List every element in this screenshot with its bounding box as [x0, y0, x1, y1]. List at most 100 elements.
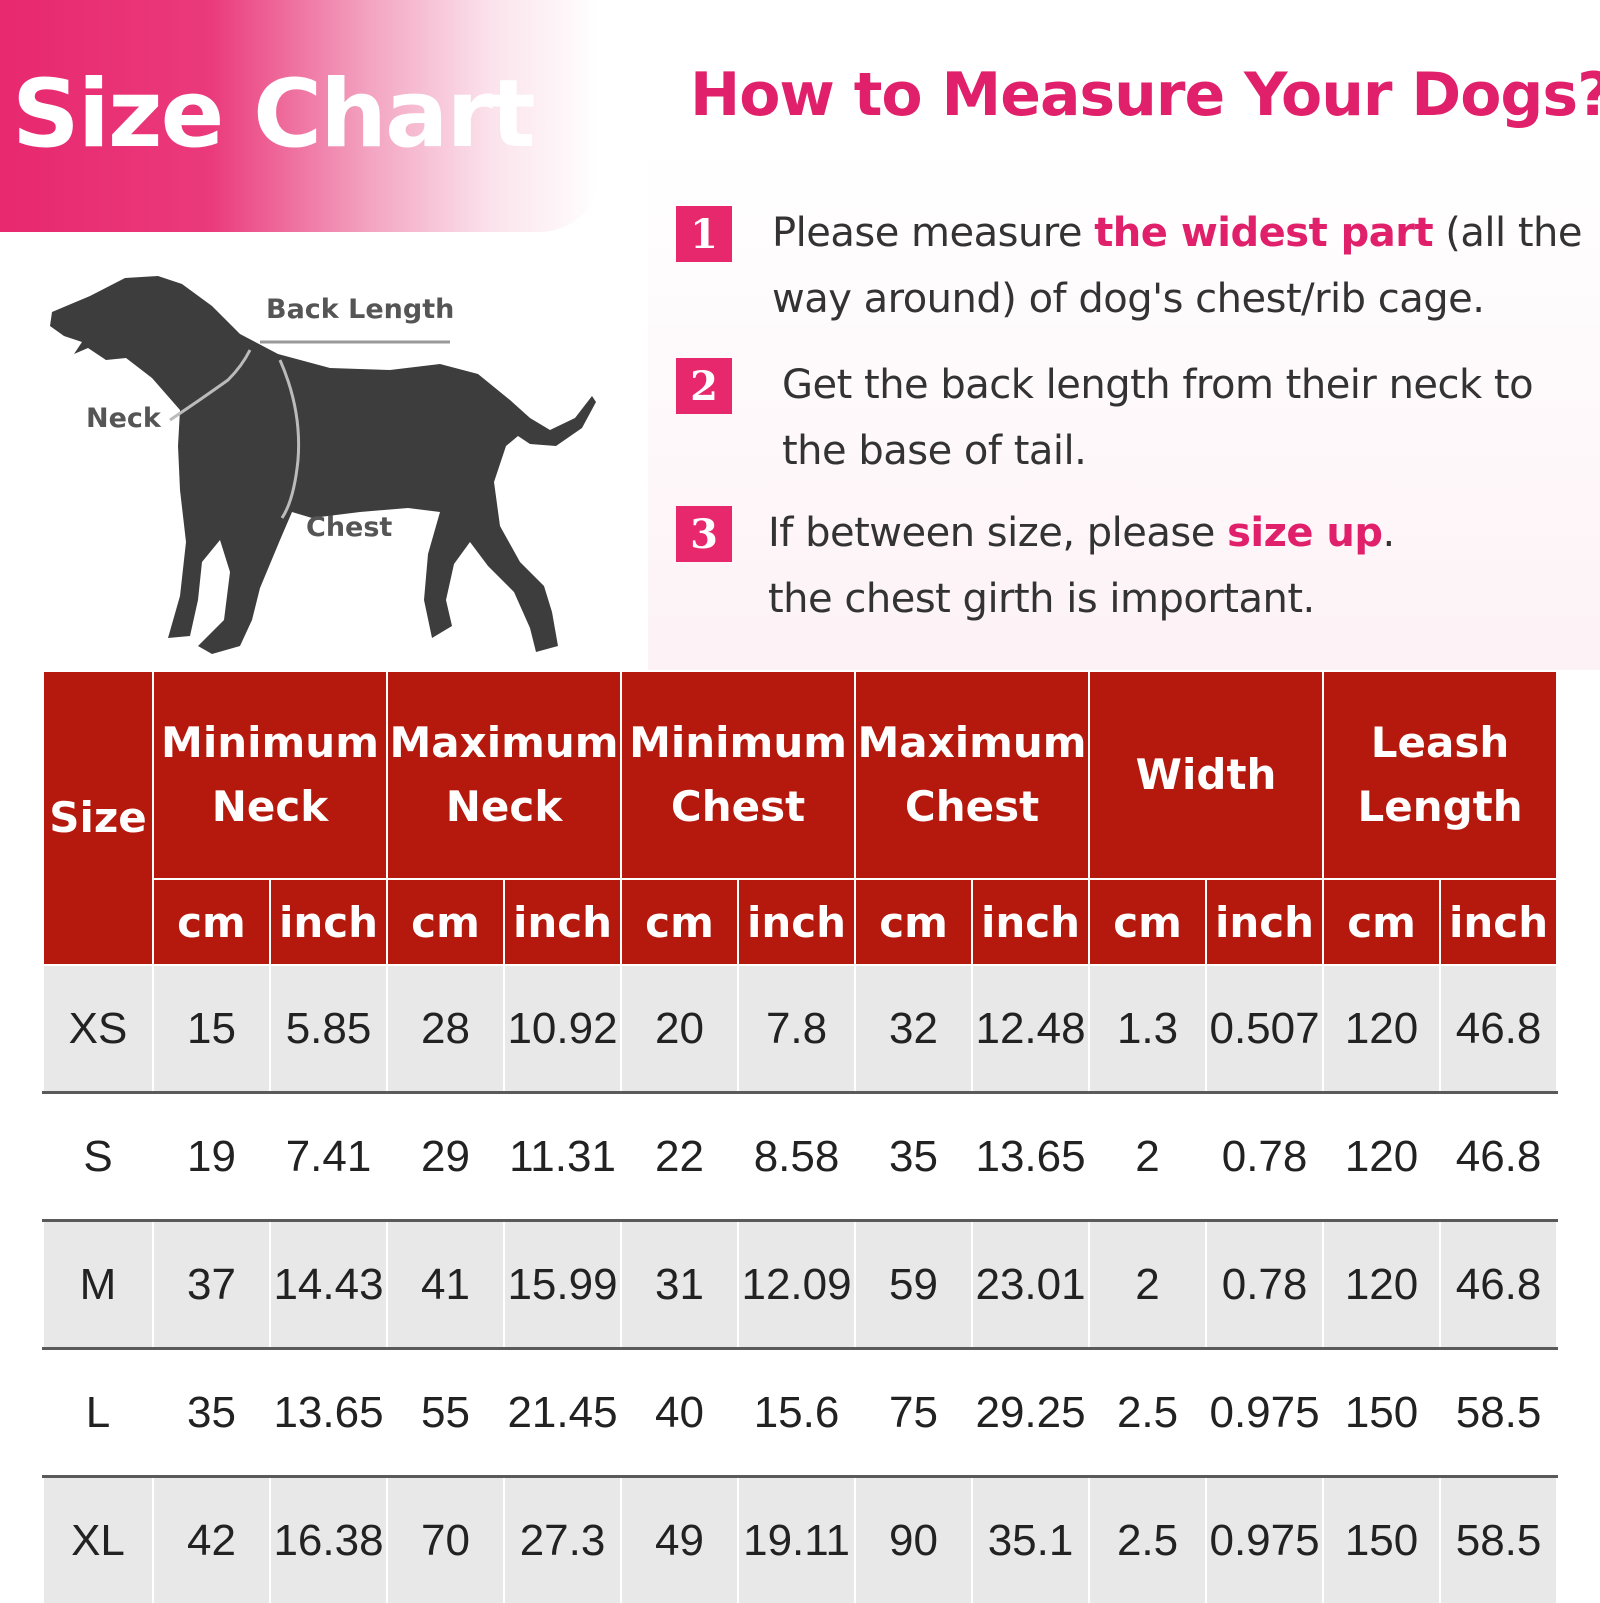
- size-cell: S: [43, 1093, 153, 1221]
- step-text: If between size, please size up. the che…: [768, 500, 1598, 632]
- value-cell: 21.45: [504, 1349, 621, 1477]
- value-cell: 15.6: [738, 1349, 855, 1477]
- value-cell: 2: [1089, 1093, 1206, 1221]
- value-cell: 75: [855, 1349, 972, 1477]
- value-cell: 28: [387, 965, 504, 1093]
- value-cell: 120: [1323, 1221, 1440, 1349]
- group-header-width: Width: [1089, 671, 1323, 879]
- step-text: Please measure the widest part (all the …: [772, 200, 1600, 332]
- value-cell: 46.8: [1440, 965, 1557, 1093]
- value-cell: 13.65: [270, 1349, 387, 1477]
- value-cell: 150: [1323, 1477, 1440, 1603]
- value-cell: 40: [621, 1349, 738, 1477]
- value-cell: 2: [1089, 1221, 1206, 1349]
- value-cell: 2.5: [1089, 1477, 1206, 1603]
- value-cell: 0.78: [1206, 1221, 1323, 1349]
- unit-header-cm: cm: [153, 879, 270, 965]
- value-cell: 58.5: [1440, 1349, 1557, 1477]
- value-cell: 8.58: [738, 1093, 855, 1221]
- step-text-line2: the chest girth is important.: [768, 576, 1315, 622]
- step-text-plain: Get the back length from their neck to t…: [782, 362, 1533, 474]
- dog-illustration: Back Length Neck Chest: [30, 250, 630, 670]
- measure-title: How to Measure Your Dogs?: [690, 60, 1600, 130]
- unit-header-cm: cm: [1323, 879, 1440, 965]
- value-cell: 22: [621, 1093, 738, 1221]
- neck-label: Neck: [86, 403, 161, 434]
- value-cell: 150: [1323, 1349, 1440, 1477]
- step-number-badge: 1: [676, 206, 732, 262]
- banner-title: Size Chart: [12, 60, 534, 169]
- value-cell: 7.8: [738, 965, 855, 1093]
- value-cell: 19.11: [738, 1477, 855, 1603]
- step-3: 3 If between size, please size up. the c…: [676, 500, 1596, 635]
- step-1: 1 Please measure the widest part (all th…: [676, 200, 1596, 335]
- unit-header-inch: inch: [270, 879, 387, 965]
- back-length-label: Back Length: [266, 294, 454, 325]
- step-text: Get the back length from their neck to t…: [782, 352, 1600, 484]
- value-cell: 19: [153, 1093, 270, 1221]
- unit-header-inch: inch: [504, 879, 621, 965]
- step-text-plain: .: [1383, 510, 1395, 556]
- value-cell: 29.25: [972, 1349, 1089, 1477]
- value-cell: 7.41: [270, 1093, 387, 1221]
- unit-header-row: cm inch cm inch cm inch cm inch cm inch …: [43, 879, 1557, 965]
- size-column-header: Size: [43, 671, 153, 965]
- unit-header-cm: cm: [855, 879, 972, 965]
- unit-header-inch: inch: [972, 879, 1089, 965]
- value-cell: 0.975: [1206, 1349, 1323, 1477]
- size-cell: L: [43, 1349, 153, 1477]
- step-text-plain: If between size, please: [768, 510, 1227, 556]
- value-cell: 2.5: [1089, 1349, 1206, 1477]
- unit-header-cm: cm: [1089, 879, 1206, 965]
- value-cell: 15.99: [504, 1221, 621, 1349]
- step-text-highlight: the widest part: [1094, 210, 1433, 256]
- unit-header-inch: inch: [1440, 879, 1557, 965]
- value-cell: 35: [153, 1349, 270, 1477]
- step-text-highlight: size up: [1227, 510, 1382, 556]
- value-cell: 0.507: [1206, 965, 1323, 1093]
- value-cell: 70: [387, 1477, 504, 1603]
- value-cell: 29: [387, 1093, 504, 1221]
- value-cell: 15: [153, 965, 270, 1093]
- value-cell: 31: [621, 1221, 738, 1349]
- size-cell: M: [43, 1221, 153, 1349]
- value-cell: 120: [1323, 1093, 1440, 1221]
- step-text-plain: Please measure: [772, 210, 1094, 256]
- value-cell: 46.8: [1440, 1093, 1557, 1221]
- value-cell: 16.38: [270, 1477, 387, 1603]
- value-cell: 42: [153, 1477, 270, 1603]
- unit-header-cm: cm: [621, 879, 738, 965]
- value-cell: 0.975: [1206, 1477, 1323, 1603]
- value-cell: 27.3: [504, 1477, 621, 1603]
- value-cell: 12.09: [738, 1221, 855, 1349]
- size-cell: XS: [43, 965, 153, 1093]
- value-cell: 35: [855, 1093, 972, 1221]
- step-number-badge: 3: [676, 506, 732, 562]
- value-cell: 90: [855, 1477, 972, 1603]
- value-cell: 10.92: [504, 965, 621, 1093]
- step-number-badge: 2: [676, 358, 732, 414]
- value-cell: 32: [855, 965, 972, 1093]
- value-cell: 58.5: [1440, 1477, 1557, 1603]
- value-cell: 0.78: [1206, 1093, 1323, 1221]
- value-cell: 59: [855, 1221, 972, 1349]
- size-chart-banner: Size Chart: [0, 0, 600, 232]
- value-cell: 41: [387, 1221, 504, 1349]
- value-cell: 5.85: [270, 965, 387, 1093]
- step-2: 2 Get the back length from their neck to…: [676, 352, 1596, 487]
- value-cell: 55: [387, 1349, 504, 1477]
- value-cell: 14.43: [270, 1221, 387, 1349]
- value-cell: 35.1: [972, 1477, 1089, 1603]
- value-cell: 37: [153, 1221, 270, 1349]
